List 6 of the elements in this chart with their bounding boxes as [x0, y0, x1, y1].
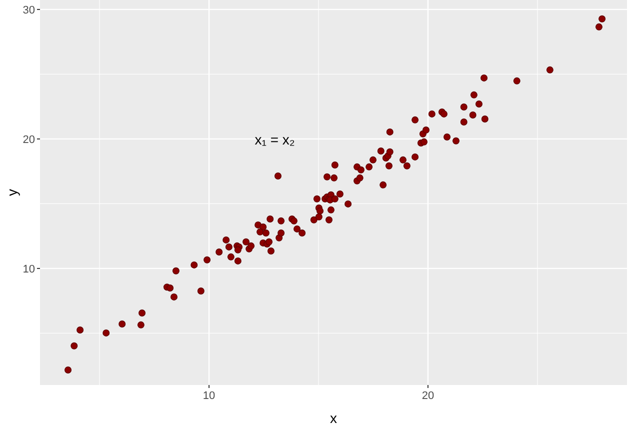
y-tick-label: 20	[22, 134, 35, 146]
annotation: x₁ = x₂	[254, 131, 295, 148]
y-tick-label: 30	[22, 4, 35, 16]
y-tick-label: 10	[22, 263, 35, 276]
y-axis-title: y	[4, 189, 20, 196]
x-axis-title: x	[330, 410, 337, 426]
